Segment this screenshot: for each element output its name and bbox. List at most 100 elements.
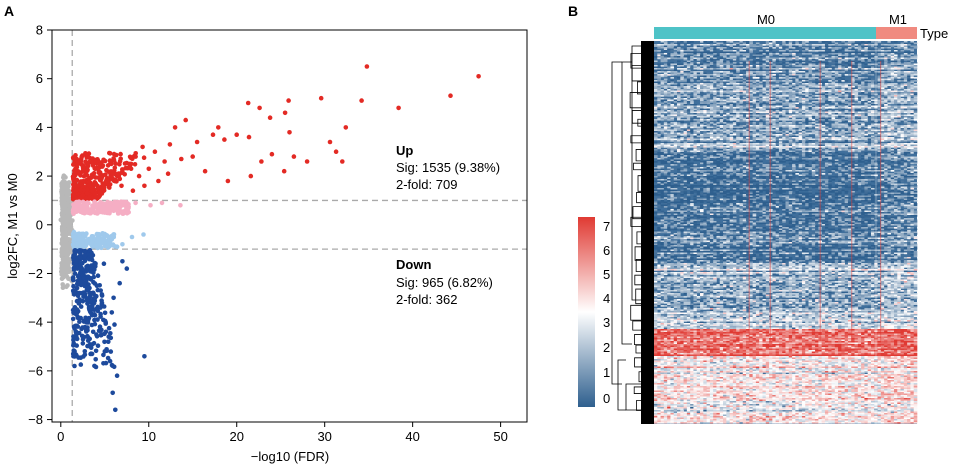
heatmap-cell xyxy=(657,84,661,87)
heatmap-cell xyxy=(910,50,915,52)
heatmap-cell xyxy=(686,111,691,114)
heatmap-cell xyxy=(788,81,793,84)
heatmap-cell xyxy=(778,51,783,54)
heatmap-cell xyxy=(667,119,671,121)
dendrogram-branch xyxy=(634,274,641,286)
heatmap-cell xyxy=(729,84,734,87)
data-point xyxy=(66,215,71,220)
heatmap-cell xyxy=(670,96,675,99)
heatmap-cell xyxy=(897,107,901,109)
heatmap-cell xyxy=(893,86,898,88)
heatmap-cell xyxy=(677,101,681,103)
heatmap-cell xyxy=(765,80,770,82)
heatmap-cell xyxy=(887,117,891,120)
heatmap-cell xyxy=(847,111,852,114)
heatmap-cell xyxy=(884,74,888,76)
heatmap-cell xyxy=(713,108,717,111)
heatmap-cell xyxy=(867,86,872,88)
heatmap-cell xyxy=(808,69,813,72)
heatmap-cell xyxy=(861,71,865,73)
heatmap-cell xyxy=(726,102,730,105)
heatmap-cell xyxy=(726,50,730,52)
data-point-ns xyxy=(66,211,72,216)
heatmap-cell xyxy=(657,71,661,73)
heatmap-cell xyxy=(884,62,888,64)
heatmap-cell xyxy=(838,57,842,60)
heatmap-cell xyxy=(729,99,734,102)
heatmap-cell xyxy=(696,74,701,76)
heatmap-cell xyxy=(703,66,707,69)
heatmap-cell xyxy=(723,75,727,78)
heatmap-cell xyxy=(759,74,763,76)
heatmap-cell xyxy=(749,71,753,73)
heatmap-cell xyxy=(815,89,819,91)
data-point-up xyxy=(111,151,117,157)
heatmap-cell xyxy=(739,101,744,103)
heatmap-cell xyxy=(755,74,760,76)
heatmap-cell xyxy=(854,68,859,70)
heatmap-cell xyxy=(700,72,704,75)
heatmap-cell xyxy=(788,108,793,111)
heatmap-cell xyxy=(884,86,888,88)
heatmap-cell xyxy=(841,83,845,85)
heatmap-cell xyxy=(775,44,780,46)
heatmap-cell xyxy=(700,48,704,51)
heatmap-cell xyxy=(910,66,915,69)
heatmap-cell xyxy=(667,57,671,60)
heatmap-cell xyxy=(841,41,845,43)
heatmap-cell xyxy=(798,96,803,99)
heatmap-cell xyxy=(831,84,836,87)
heatmap-cell xyxy=(801,101,806,103)
heatmap-cell xyxy=(703,45,707,48)
heatmap-cell xyxy=(683,101,688,103)
heatmap-cell xyxy=(680,71,684,73)
heatmap-cell xyxy=(690,104,694,106)
heatmap-cell xyxy=(762,65,767,67)
heatmap-cell xyxy=(838,81,842,84)
heatmap-cell xyxy=(686,45,691,48)
heatmap-cell xyxy=(903,71,908,73)
heatmap-cell xyxy=(887,113,891,115)
heatmap-cell xyxy=(798,60,803,63)
heatmap-cell xyxy=(897,77,901,79)
heatmap-cell xyxy=(782,53,786,55)
heatmap-cell xyxy=(861,54,865,57)
heatmap-cell xyxy=(811,47,816,49)
heatmap-cell xyxy=(805,105,809,108)
heatmap-cell xyxy=(834,59,839,61)
heatmap-cell xyxy=(690,50,694,52)
heatmap-cell xyxy=(821,107,826,109)
heatmap-cell xyxy=(782,56,786,58)
heatmap-cell xyxy=(897,65,901,67)
heatmap-cell xyxy=(654,77,658,79)
heatmap-cell xyxy=(765,114,770,117)
heatmap-cell xyxy=(765,50,770,52)
heatmap-cell xyxy=(660,45,665,48)
heatmap-cell xyxy=(821,111,826,114)
heatmap-cell xyxy=(910,99,915,102)
heatmap-cell xyxy=(893,51,898,54)
data-point xyxy=(117,280,122,286)
heatmap-cell xyxy=(811,89,816,91)
heatmap-cell xyxy=(716,77,721,79)
heatmap-cell xyxy=(913,77,918,79)
heatmap-cell xyxy=(788,59,793,61)
heatmap-cell xyxy=(762,44,767,46)
heatmap-cell xyxy=(759,111,763,114)
heatmap-cell xyxy=(696,110,701,112)
heatmap-cell xyxy=(742,42,747,45)
heatmap-cell xyxy=(736,65,740,67)
heatmap-cell xyxy=(880,99,885,102)
data-point-ns xyxy=(60,240,65,245)
heatmap-cell xyxy=(844,57,849,60)
heatmap-cell xyxy=(716,96,721,99)
heatmap-cell xyxy=(815,117,819,120)
heatmap-cell xyxy=(847,47,852,49)
heatmap-cell xyxy=(867,111,872,114)
heatmap-cell xyxy=(742,111,747,114)
heatmap-cell xyxy=(857,78,862,81)
data-point xyxy=(114,173,120,179)
data-point xyxy=(127,161,132,167)
heatmap-cell xyxy=(824,45,829,48)
heatmap-cell xyxy=(811,44,816,46)
